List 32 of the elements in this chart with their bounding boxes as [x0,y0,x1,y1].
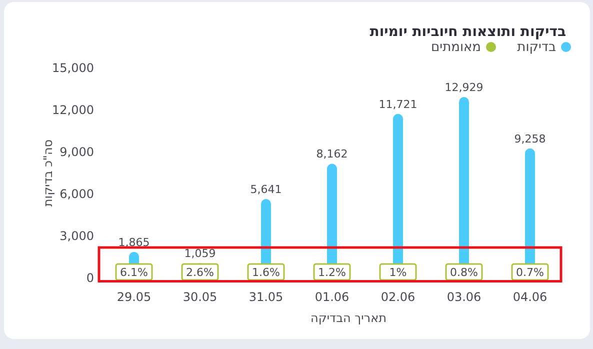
x-tick-label: 02.06 [380,290,416,304]
annotation: 0.7% [516,266,544,279]
y-axis-title: סה"כ בדיקות [41,139,55,207]
data-label: 1,865 [118,236,150,249]
data-label: 9,258 [514,132,546,146]
data-label: 8,162 [316,148,348,161]
x-tick-label: 01.06 [314,290,350,304]
y-tick-label: 12,000 [52,103,94,117]
x-axis-title: תאריך הבדיקה [310,311,386,325]
x-tick-label: 30.05 [182,290,218,304]
x-tick-label: 31.05 [248,290,284,304]
data-label: 11,721 [378,98,418,111]
data-label: 1,059 [184,247,216,260]
legend-label: בדיקות [517,40,556,55]
annotation: 2.6% [186,266,214,279]
y-tick-label: 15,000 [52,61,94,75]
y-tick-label: 0 [86,271,94,285]
y-tick-label: 3,000 [60,229,94,243]
data-label: 12,929 [444,80,484,94]
y-tick-label: 9,000 [60,145,94,159]
annotation: 1% [389,266,407,279]
annotation: 1.2% [318,266,346,279]
annotation: 1.6% [252,266,280,279]
x-tick-label: 29.05 [116,290,152,304]
x-tick-label: 04.06 [512,290,548,304]
y-tick-label: 6,000 [60,187,94,201]
chart-title: בדיקות ותוצאות חיוביות יומיות [370,24,566,40]
annotation: 6.1% [120,266,148,279]
x-tick-label: 03.06 [446,290,482,304]
annotation: 0.8% [450,266,478,279]
data-label: 5,641 [250,183,282,196]
legend-label: מאומתים [431,40,481,55]
